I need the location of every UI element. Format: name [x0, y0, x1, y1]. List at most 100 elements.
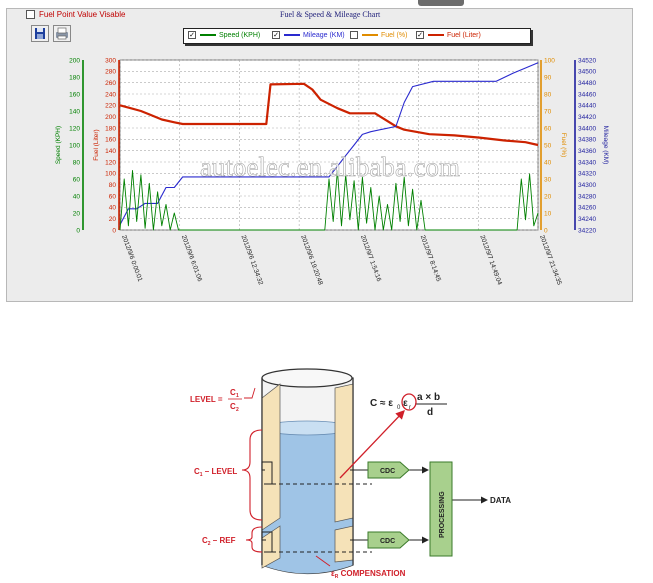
- y-tick-label-fuel_liter: 260: [105, 80, 116, 87]
- axis-label-fuel_pct: Fuel (%): [560, 133, 567, 158]
- legend-swatch: [428, 34, 444, 36]
- svg-text:ε: ε: [403, 398, 408, 409]
- y-tick-label-mileage: 34220: [578, 227, 596, 234]
- y-tick-label-speed: 200: [69, 57, 80, 64]
- svg-text:C ≈ ε: C ≈ ε: [370, 398, 393, 409]
- c1-level-label: C1 – LEVEL: [194, 467, 237, 478]
- save-icon: [35, 28, 45, 39]
- legend-checkbox[interactable]: ✓: [188, 31, 196, 39]
- capacitance-formula: C ≈ ε 0 ε r a × b d: [370, 392, 447, 418]
- wiring: [261, 461, 488, 553]
- y-tick-label-mileage: 34420: [578, 114, 596, 121]
- cdc-bottom-block: CDC: [367, 531, 410, 549]
- y-tick-label-mileage: 34260: [578, 205, 596, 212]
- svg-text:LEVEL =: LEVEL =: [190, 395, 223, 404]
- legend-label: Mileage (KM): [303, 31, 345, 39]
- y-tick-label-fuel_liter: 180: [105, 125, 116, 132]
- y-tick-label-mileage: 34440: [578, 103, 596, 110]
- legend-swatch: [362, 34, 378, 36]
- legend-label: Speed (KPH): [219, 31, 261, 39]
- y-tick-label-mileage: 34400: [578, 125, 596, 132]
- electrodes: [261, 383, 354, 569]
- y-tick-label-fuel_liter: 140: [105, 148, 116, 155]
- y-tick-label-fuel_liter: 200: [105, 114, 116, 121]
- tank-top: [261, 368, 353, 388]
- y-tick-label-fuel_pct: 20: [544, 193, 552, 200]
- permittivity-pointer: [339, 410, 405, 479]
- y-tick-label-fuel_liter: 60: [109, 193, 117, 200]
- level-leader: [244, 387, 256, 399]
- y-tick-label-fuel_pct: 100: [544, 57, 555, 64]
- y-tick-label-mileage: 34480: [578, 80, 596, 87]
- svg-text:PROCESSING: PROCESSING: [439, 491, 446, 538]
- y-tick-label-speed: 80: [73, 159, 81, 166]
- y-tick-label-mileage: 34520: [578, 57, 596, 64]
- y-tick-label-fuel_pct: 0: [544, 227, 548, 234]
- permittivity-highlight: [401, 393, 417, 411]
- legend-swatch: [284, 34, 300, 36]
- axis-label-speed: Speed (KPH): [55, 126, 62, 164]
- y-tick-label-fuel_liter: 120: [105, 159, 116, 166]
- y-tick-label-fuel_pct: 90: [544, 74, 552, 81]
- y-tick-label-speed: 60: [73, 176, 81, 183]
- axis-label-mileage: Mileage (KM): [602, 126, 609, 165]
- svg-text:2: 2: [236, 407, 239, 413]
- series-line-fuel_liter: [119, 82, 539, 147]
- y-tick-label-fuel_liter: 20: [109, 216, 117, 223]
- svg-text:C: C: [230, 388, 236, 397]
- svg-text:1: 1: [236, 393, 239, 399]
- y-tick-label-fuel_pct: 60: [544, 125, 552, 132]
- fuel-point-checkbox[interactable]: [26, 10, 35, 20]
- legend-swatch: [200, 34, 216, 36]
- chart-legend: ✓ Speed (KPH) ✓ Mileage (KM) Fuel (%) ✓ Fue…: [183, 28, 531, 44]
- legend-item-fuel-liter[interactable]: ✓ Fuel (Liter): [416, 31, 481, 39]
- series-line-mileage: [119, 62, 539, 225]
- y-tick-label-fuel_pct: 40: [544, 159, 552, 166]
- legend-label: Fuel (%): [381, 31, 408, 39]
- window-title-tab[interactable]: [418, 0, 464, 6]
- svg-text:C: C: [230, 402, 236, 411]
- y-tick-label-fuel_liter: 300: [105, 57, 116, 64]
- svg-text:r: r: [409, 405, 411, 411]
- fuel-point-label: Fuel Point Value Visable: [39, 10, 126, 19]
- save-button[interactable]: [31, 25, 49, 42]
- y-tick-label-mileage: 34320: [578, 171, 596, 178]
- legend-checkbox[interactable]: ✓: [416, 31, 424, 39]
- processing-block: PROCESSING: [429, 461, 453, 557]
- y-tick-label-mileage: 34380: [578, 137, 596, 144]
- watermark: autoelec.en.alibaba.com: [200, 152, 460, 182]
- cdc-top-block: CDC: [367, 461, 410, 479]
- y-tick-label-speed: 140: [69, 108, 80, 115]
- print-button[interactable]: [53, 25, 71, 42]
- legend-checkbox[interactable]: ✓: [272, 31, 280, 39]
- y-tick-label-fuel_liter: 160: [105, 137, 116, 144]
- legend-checkbox[interactable]: [350, 31, 358, 39]
- y-tick-label-speed: 40: [73, 193, 81, 200]
- legend-item-mileage[interactable]: ✓ Mileage (KM): [272, 31, 345, 39]
- y-tick-label-speed: 160: [69, 91, 80, 98]
- y-tick-label-fuel_pct: 70: [544, 108, 552, 115]
- y-tick-label-fuel_liter: 80: [109, 182, 117, 189]
- y-tick-label-mileage: 34500: [578, 69, 596, 76]
- compensation-label: εR COMPENSATION: [331, 569, 406, 580]
- y-tick-label-fuel_pct: 10: [544, 210, 552, 217]
- svg-text:a × b: a × b: [417, 392, 440, 403]
- axis-label-fuel_liter: Fuel (Liter): [93, 129, 100, 160]
- data-output-label: DATA: [490, 496, 511, 505]
- c2-bracket: [245, 526, 263, 553]
- y-tick-label-mileage: 34460: [578, 91, 596, 98]
- series-line-speed: [119, 170, 539, 231]
- legend-item-fuel-pct[interactable]: Fuel (%): [350, 31, 407, 39]
- y-tick-label-mileage: 34340: [578, 159, 596, 166]
- y-tick-label-fuel_liter: 40: [109, 205, 117, 212]
- legend-item-speed[interactable]: ✓ Speed (KPH): [188, 31, 260, 39]
- y-tick-label-fuel_pct: 80: [544, 91, 552, 98]
- y-tick-label-speed: 100: [69, 142, 80, 149]
- svg-text:0: 0: [397, 405, 401, 411]
- fuel-point-toggle[interactable]: Fuel Point Value Visable: [26, 10, 126, 20]
- compensation-pointer: [315, 555, 331, 567]
- svg-text:CDC: CDC: [380, 468, 395, 475]
- c1-bracket: [241, 429, 263, 521]
